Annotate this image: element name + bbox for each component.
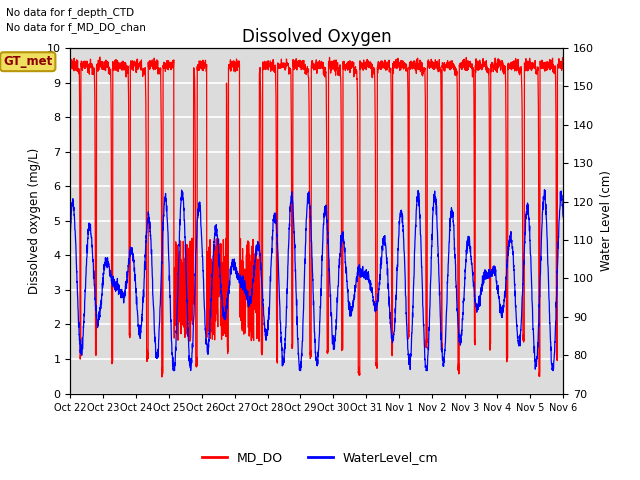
Text: No data for f_depth_CTD: No data for f_depth_CTD [6,7,134,18]
Y-axis label: Water Level (cm): Water Level (cm) [600,170,612,271]
Y-axis label: Dissolved oxygen (mg/L): Dissolved oxygen (mg/L) [28,148,41,294]
Text: No data for f_MD_DO_chan: No data for f_MD_DO_chan [6,22,147,33]
Legend: MD_DO, WaterLevel_cm: MD_DO, WaterLevel_cm [196,446,444,469]
Text: GT_met: GT_met [3,55,52,68]
Title: Dissolved Oxygen: Dissolved Oxygen [242,28,392,47]
